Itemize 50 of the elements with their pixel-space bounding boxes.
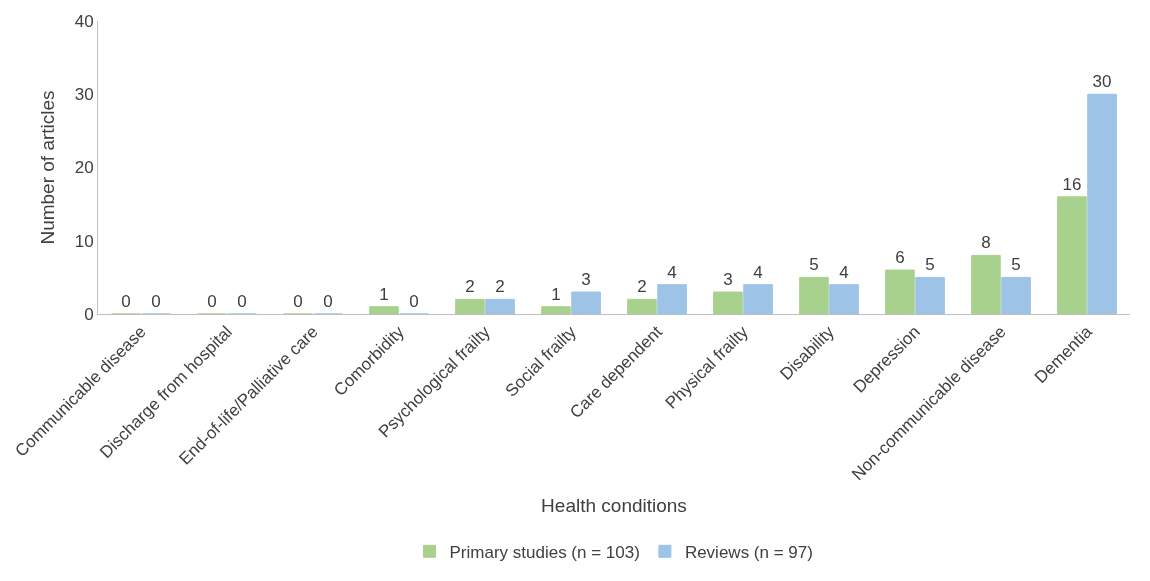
data-label: 0 [121, 292, 131, 311]
bar [369, 306, 399, 314]
bar [915, 276, 945, 314]
bar [885, 269, 915, 314]
data-label: 2 [495, 277, 505, 297]
bar [799, 276, 829, 314]
data-label: 4 [839, 262, 849, 282]
y-tick-label: 20 [74, 158, 94, 178]
bar [455, 298, 485, 314]
bar [829, 284, 859, 314]
data-label: 2 [637, 277, 647, 297]
legend-label: Primary studies (n = 103) [449, 542, 640, 562]
bar [1001, 276, 1031, 314]
data-label: 0 [237, 292, 247, 311]
data-label: 30 [1092, 72, 1112, 92]
x-axis-title: Health conditions [541, 494, 687, 516]
bar [1057, 196, 1087, 314]
bar [713, 291, 743, 314]
y-tick-label: 40 [74, 11, 94, 31]
data-label: 0 [293, 292, 303, 311]
data-label: 0 [151, 292, 161, 311]
bar [627, 298, 657, 314]
data-label: 8 [981, 233, 991, 253]
bar [743, 284, 773, 314]
y-tick-label: 30 [74, 85, 94, 105]
data-label: 1 [551, 284, 561, 304]
data-label: 16 [1062, 174, 1082, 194]
bar [485, 298, 515, 314]
bar [657, 284, 687, 314]
data-label: 3 [723, 270, 733, 290]
data-label: 0 [409, 292, 419, 311]
bar [1087, 93, 1117, 314]
data-label: 0 [207, 292, 217, 311]
data-label: 0 [323, 292, 333, 311]
y-tick-label: 10 [74, 231, 94, 251]
y-axis-title: Number of articles [36, 90, 58, 245]
data-label: 3 [581, 270, 591, 290]
data-label: 6 [895, 248, 905, 268]
data-label: 5 [1011, 255, 1021, 275]
bar [971, 254, 1001, 314]
bar [571, 291, 601, 314]
y-tick-label: 0 [84, 304, 94, 324]
data-label: 5 [925, 255, 935, 275]
data-label: 1 [379, 284, 389, 304]
bar [541, 306, 571, 314]
legend-label: Reviews (n = 97) [684, 542, 813, 562]
data-label: 4 [753, 262, 763, 282]
data-label: 5 [809, 255, 819, 275]
data-label: 2 [465, 277, 475, 297]
data-label: 4 [667, 262, 677, 282]
